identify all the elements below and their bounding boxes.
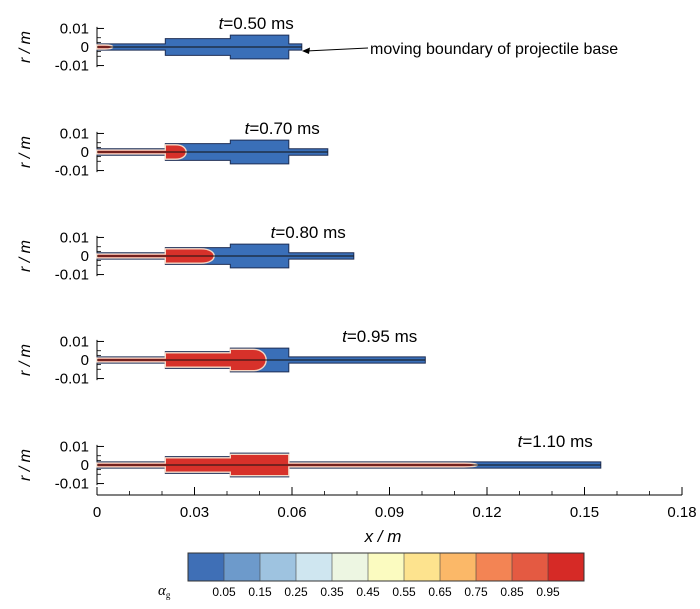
colorbar-swatch bbox=[368, 553, 405, 581]
y-tick-label: 0.01 bbox=[60, 438, 89, 455]
time-symbol: t bbox=[219, 14, 225, 33]
y-tick-label: 0.01 bbox=[60, 333, 89, 350]
y-tick-label: -0.01 bbox=[55, 58, 89, 75]
colorbar-tick-label: 0.15 bbox=[248, 585, 272, 599]
time-value: =0.70 ms bbox=[249, 119, 319, 138]
panel-1: 0.01 0 -0.01 r / m t=0.50 ms bbox=[17, 14, 303, 75]
annotation-arrow-line bbox=[305, 47, 369, 52]
panel-4: 0.01 0 -0.01 r / m t=0.95 ms bbox=[17, 327, 426, 388]
y-tick-label: 0 bbox=[81, 457, 89, 474]
time-symbol: t bbox=[245, 119, 251, 138]
colorbar-swatch bbox=[296, 553, 333, 581]
colorbar-swatch bbox=[260, 553, 297, 581]
y-tick-label: 0 bbox=[81, 352, 89, 369]
y-tick-label: 0.01 bbox=[60, 20, 89, 37]
time-label: t=0.80 ms bbox=[271, 223, 346, 242]
time-value: =0.50 ms bbox=[223, 14, 293, 33]
colorbar-tick-label: 0.35 bbox=[320, 585, 344, 599]
colorbar: 0.05 0.15 0.25 0.35 0.45 0.55 0.65 0.75 0.85 0.95… bbox=[158, 552, 585, 600]
annotation-arrowhead bbox=[302, 47, 310, 54]
time-value: =0.80 ms bbox=[275, 223, 345, 242]
colorbar-swatch bbox=[188, 553, 225, 581]
colorbar-swatch bbox=[476, 553, 513, 581]
x-tick-label: 0.12 bbox=[472, 504, 501, 521]
y-tick-label: -0.01 bbox=[55, 267, 89, 284]
colorbar-swatch bbox=[404, 553, 441, 581]
time-label: t=0.70 ms bbox=[245, 119, 320, 138]
colorbar-tick-label: 0.25 bbox=[284, 585, 308, 599]
x-axis-label: x / m bbox=[364, 527, 402, 546]
x-axis: 0 0.03 0.06 0.09 0.12 0.15 0.18 bbox=[93, 487, 697, 521]
annotation-label: moving boundary of projectile base bbox=[370, 41, 618, 58]
x-tick-label: 0.03 bbox=[180, 504, 209, 521]
y-tick-label: 0 bbox=[81, 39, 89, 56]
colorbar-swatch bbox=[224, 553, 261, 581]
time-value: =0.95 ms bbox=[347, 327, 417, 346]
colorbar-frame bbox=[187, 552, 585, 582]
time-symbol: t bbox=[271, 223, 277, 242]
colorbar-swatch bbox=[512, 553, 549, 581]
colorbar-tick-label: 0.55 bbox=[392, 585, 416, 599]
boundary-annotation: moving boundary of projectile base bbox=[302, 41, 618, 58]
time-label: t=1.10 ms bbox=[518, 432, 593, 451]
x-tick-label: 0.06 bbox=[277, 504, 306, 521]
y-axis-label: r / m bbox=[17, 449, 34, 481]
y-tick-label: 0.01 bbox=[60, 229, 89, 246]
colorbar-title: αg bbox=[158, 583, 171, 600]
y-axis-label: r / m bbox=[17, 344, 34, 376]
panel-3: 0.01 0 -0.01 r / m t=0.80 ms bbox=[17, 223, 355, 284]
x-tick-label: 0.18 bbox=[667, 504, 696, 521]
colorbar-tick-label: 0.65 bbox=[428, 585, 452, 599]
y-axis-label: r / m bbox=[17, 136, 34, 168]
colorbar-tick-label: 0.85 bbox=[500, 585, 524, 599]
y-tick-label: -0.01 bbox=[55, 163, 89, 180]
panel-2: 0.01 0 -0.01 r / m t=0.70 ms bbox=[17, 119, 329, 180]
time-value: =1.10 ms bbox=[522, 432, 592, 451]
colorbar-tick-label: 0.05 bbox=[212, 585, 236, 599]
y-tick-label: -0.01 bbox=[55, 476, 89, 493]
time-symbol: t bbox=[342, 327, 348, 346]
y-tick-label: 0 bbox=[81, 144, 89, 161]
time-label: t=0.50 ms bbox=[219, 14, 294, 33]
colorbar-swatch bbox=[440, 553, 477, 581]
y-axis-label: r / m bbox=[17, 31, 34, 63]
colorbar-swatch bbox=[548, 553, 585, 581]
y-tick-label: -0.01 bbox=[55, 371, 89, 388]
x-tick-label: 0.15 bbox=[570, 504, 599, 521]
colorbar-swatch bbox=[332, 553, 369, 581]
x-tick-label: 0.09 bbox=[375, 504, 404, 521]
y-tick-label: 0.01 bbox=[60, 125, 89, 142]
y-tick-label: 0 bbox=[81, 248, 89, 265]
panels: 0.010-0.01r / mt=0.50 ms0.010-0.01r / mt… bbox=[17, 14, 602, 493]
time-symbol: t bbox=[518, 432, 524, 451]
colorbar-tick-label: 0.45 bbox=[356, 585, 380, 599]
panel-5: 0.01 0 -0.01 r / m t=1.10 ms bbox=[17, 432, 602, 493]
colorbar-tick-label: 0.75 bbox=[464, 585, 488, 599]
x-tick-label: 0 bbox=[93, 504, 101, 521]
y-axis-label: r / m bbox=[17, 240, 34, 272]
time-label: t=0.95 ms bbox=[342, 327, 417, 346]
colorbar-tick-label: 0.95 bbox=[536, 585, 560, 599]
